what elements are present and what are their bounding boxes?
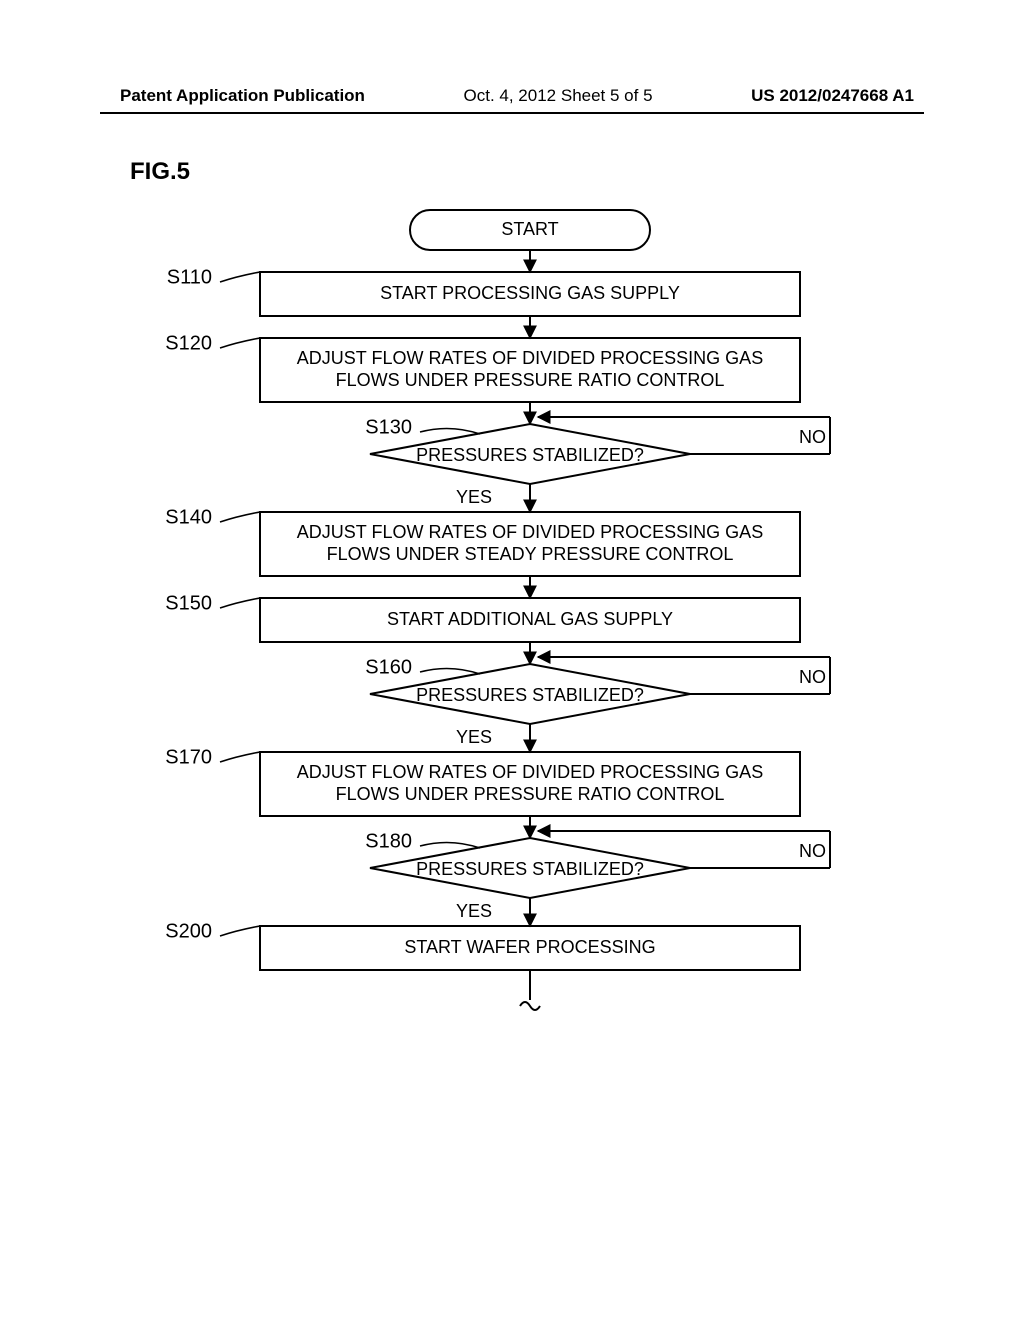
svg-text:START ADDITIONAL GAS SUPPLY: START ADDITIONAL GAS SUPPLY [387,609,673,629]
svg-text:S110: S110 [167,266,212,288]
svg-text:START WAFER PROCESSING: START WAFER PROCESSING [404,937,655,957]
svg-text:ADJUST FLOW RATES OF DIVIDED P: ADJUST FLOW RATES OF DIVIDED PROCESSING … [297,522,763,542]
svg-text:START: START [501,219,558,239]
header-center: Oct. 4, 2012 Sheet 5 of 5 [464,86,653,106]
svg-text:S200: S200 [165,920,212,942]
svg-text:YES: YES [456,727,492,747]
page-header: Patent Application Publication Oct. 4, 2… [0,86,1024,106]
header-right: US 2012/0247668 A1 [751,86,914,106]
svg-text:S170: S170 [165,746,212,768]
header-left: Patent Application Publication [120,86,365,106]
svg-text:NO: NO [799,667,826,687]
svg-text:FLOWS UNDER PRESSURE RATIO CON: FLOWS UNDER PRESSURE RATIO CONTROL [336,370,725,390]
svg-text:START PROCESSING GAS SUPPLY: START PROCESSING GAS SUPPLY [380,283,680,303]
svg-text:FLOWS UNDER PRESSURE RATIO CON: FLOWS UNDER PRESSURE RATIO CONTROL [336,784,725,804]
svg-text:PRESSURES STABILIZED?: PRESSURES STABILIZED? [416,685,644,705]
svg-text:PRESSURES STABILIZED?: PRESSURES STABILIZED? [416,445,644,465]
svg-text:YES: YES [456,901,492,921]
svg-text:PRESSURES STABILIZED?: PRESSURES STABILIZED? [416,859,644,879]
svg-text:S160: S160 [365,656,412,678]
header-rule [100,112,924,114]
svg-text:S150: S150 [165,592,212,614]
figure-label: FIG.5 [130,158,190,186]
svg-text:S180: S180 [365,830,412,852]
svg-text:NO: NO [799,841,826,861]
svg-text:S140: S140 [165,506,212,528]
svg-text:S130: S130 [365,416,412,438]
svg-text:NO: NO [799,427,826,447]
svg-text:ADJUST FLOW RATES OF DIVIDED P: ADJUST FLOW RATES OF DIVIDED PROCESSING … [297,762,763,782]
svg-text:ADJUST FLOW RATES OF DIVIDED P: ADJUST FLOW RATES OF DIVIDED PROCESSING … [297,348,763,368]
svg-text:S120: S120 [165,332,212,354]
svg-text:FLOWS UNDER STEADY PRESSURE CO: FLOWS UNDER STEADY PRESSURE CONTROL [327,544,734,564]
flowchart: START START PROCESSING GAS SUPPLY S110 ADJU… [150,185,870,1245]
svg-text:YES: YES [456,487,492,507]
